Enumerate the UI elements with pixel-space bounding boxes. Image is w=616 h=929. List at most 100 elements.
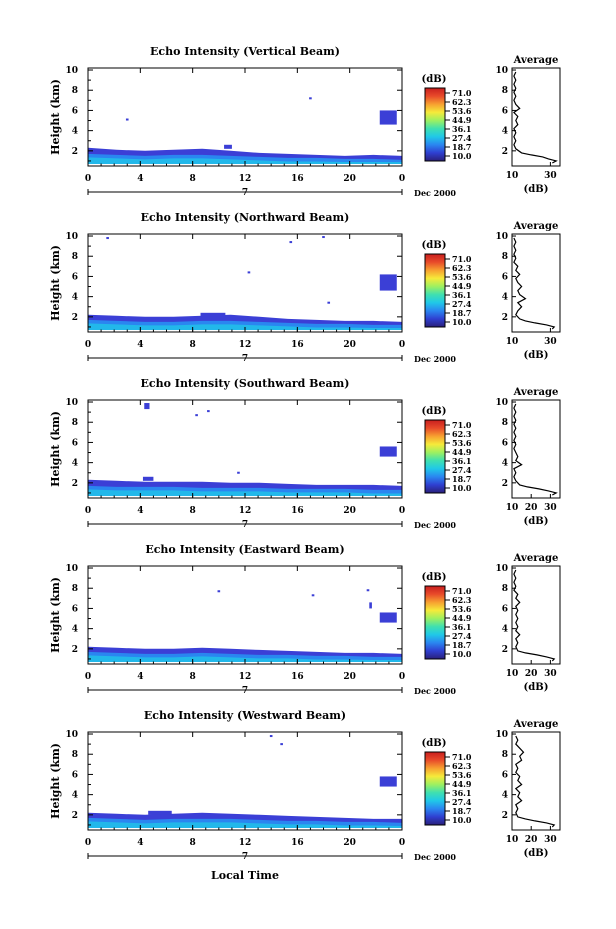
echo-patch xyxy=(322,236,325,239)
y-tick-label: 6 xyxy=(72,106,78,116)
y-tick-label: 10 xyxy=(65,66,78,76)
colorbar xyxy=(424,585,446,660)
x-tick-label: 20 xyxy=(343,340,356,350)
x-tick-label: 8 xyxy=(190,672,196,682)
average-y-tick-label: 6 xyxy=(502,272,508,282)
x-tick-label: 20 xyxy=(343,672,356,682)
average-x-tick-label: 10 xyxy=(506,669,519,679)
echo-layer-strong xyxy=(88,489,402,496)
x-tick-label: 0 xyxy=(85,340,91,350)
y-tick-label: 4 xyxy=(72,625,78,635)
x-tick-label: 8 xyxy=(190,506,196,516)
date-marker: 7 xyxy=(242,354,248,364)
colorbar-level: 53.6 xyxy=(452,604,472,614)
date-marker: 7 xyxy=(242,852,248,862)
average-x-tick-label: 10 xyxy=(506,337,519,347)
average-title: Average xyxy=(513,387,559,398)
average-x-tick-label: 10 xyxy=(506,171,519,181)
average-x-tick-label: 20 xyxy=(525,503,538,513)
average-y-tick-label: 4 xyxy=(502,625,508,635)
echo-patch xyxy=(309,97,312,100)
echo-patch xyxy=(289,241,293,244)
average-frame xyxy=(511,731,561,831)
average-x-tick-label: 10 xyxy=(506,503,519,513)
x-tick-label: 0 xyxy=(85,672,91,682)
average-title: Average xyxy=(513,221,559,232)
panel-title: Echo Intensity (Northward Beam) xyxy=(141,211,350,224)
colorbar-level: 10.0 xyxy=(452,483,472,493)
x-tick-label: 0 xyxy=(399,174,405,184)
y-tick-label: 6 xyxy=(72,272,78,282)
date-label: Dec 2000 xyxy=(414,520,456,530)
y-tick-label: 6 xyxy=(72,438,78,448)
echo-patch xyxy=(327,301,331,304)
colorbar-level: 18.7 xyxy=(452,142,471,152)
colorbar-level: 71.0 xyxy=(452,752,472,762)
echo-patch xyxy=(379,274,397,291)
colorbar xyxy=(424,253,446,328)
date-label: Dec 2000 xyxy=(414,852,456,862)
echo-patch xyxy=(142,476,154,481)
x-tick-label: 0 xyxy=(399,838,405,848)
y-tick-label: 8 xyxy=(72,252,78,262)
average-x-label: (dB) xyxy=(524,682,549,693)
average-y-tick-label: 6 xyxy=(502,604,508,614)
panel-title: Echo Intensity (Westward Beam) xyxy=(144,709,346,722)
x-tick-label: 4 xyxy=(137,672,143,682)
average-y-tick-label: 8 xyxy=(502,418,508,428)
average-profile-panel: Average 10 8 6 4 2 10 20 30 (dB) xyxy=(495,387,561,527)
y-tick-label: 2 xyxy=(72,313,78,323)
y-tick-label: 6 xyxy=(72,604,78,614)
y-tick-label: 8 xyxy=(72,418,78,428)
x-tick-label: 12 xyxy=(239,672,252,682)
average-y-tick-label: 4 xyxy=(502,127,508,137)
echo-patch xyxy=(379,776,397,787)
x-tick-label: 12 xyxy=(239,340,252,350)
local-time-axis-label: Local Time xyxy=(211,869,279,882)
x-tick-label: 20 xyxy=(343,174,356,184)
colorbar-level: 10.0 xyxy=(452,317,472,327)
panel-title: Echo Intensity (Eastward Beam) xyxy=(145,543,344,556)
average-x-tick-label: 10 xyxy=(506,835,519,845)
colorbar-level: 71.0 xyxy=(452,254,472,264)
average-title: Average xyxy=(513,553,559,564)
y-tick-label: 10 xyxy=(65,398,78,408)
colorbar-level: 71.0 xyxy=(452,88,472,98)
colorbar-level: 10.0 xyxy=(452,151,472,161)
average-x-tick-label: 30 xyxy=(544,835,557,845)
x-tick-label: 0 xyxy=(85,838,91,848)
echo-patch xyxy=(280,743,283,746)
average-frame xyxy=(511,67,561,167)
colorbar-unit: (dB) xyxy=(422,74,447,85)
colorbar-level: 36.1 xyxy=(452,290,471,300)
colorbar-level: 44.9 xyxy=(452,779,472,789)
x-tick-label: 0 xyxy=(399,340,405,350)
x-tick-label: 8 xyxy=(190,340,196,350)
average-profile-line xyxy=(513,403,558,496)
average-profile-line xyxy=(514,735,556,828)
colorbar-level: 27.4 xyxy=(452,133,472,143)
date-label: Dec 2000 xyxy=(414,686,456,696)
colorbar-level: 36.1 xyxy=(452,788,471,798)
y-tick-label: 8 xyxy=(72,86,78,96)
average-y-tick-label: 10 xyxy=(495,564,508,574)
average-title: Average xyxy=(513,719,559,730)
colorbar-level: 62.3 xyxy=(452,595,472,605)
average-y-tick-label: 2 xyxy=(502,147,508,157)
echo-layer-strong xyxy=(88,157,402,164)
panel-title: Echo Intensity (Vertical Beam) xyxy=(150,45,340,58)
echo-patch xyxy=(379,446,397,457)
y-tick-label: 2 xyxy=(72,147,78,157)
y-tick-label: 2 xyxy=(72,479,78,489)
echo-layer-strong xyxy=(88,323,402,330)
y-tick-label: 6 xyxy=(72,770,78,780)
average-y-tick-label: 2 xyxy=(502,313,508,323)
colorbar xyxy=(424,419,446,494)
average-y-tick-label: 8 xyxy=(502,252,508,262)
y-tick-label: 10 xyxy=(65,730,78,740)
x-tick-label: 16 xyxy=(291,838,304,848)
colorbar-unit: (dB) xyxy=(422,738,447,749)
echo-patch xyxy=(148,810,172,815)
average-profile-panel: Average 10 8 6 4 2 10 20 30 (dB) xyxy=(495,553,561,693)
echo-patch xyxy=(269,735,273,738)
